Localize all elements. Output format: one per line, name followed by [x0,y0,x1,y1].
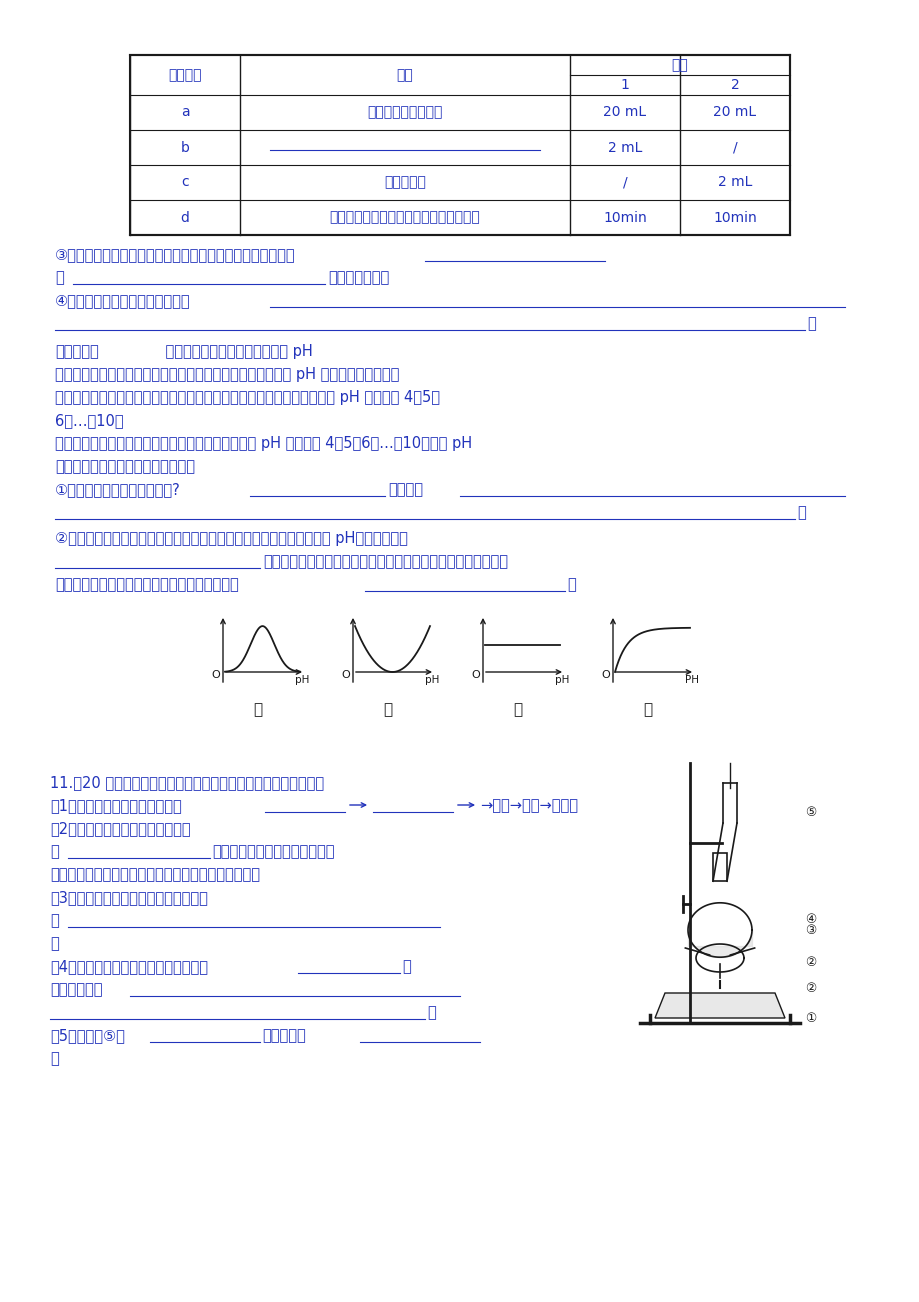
Text: 。: 。 [426,1005,436,1019]
Text: pH: pH [425,674,438,685]
Text: PH: PH [685,674,698,685]
Text: 10min: 10min [712,211,756,224]
Text: /: / [732,141,736,155]
Text: ③取两个烧杯，同时进行过滤。一定时间后，观察（或比较）: ③取两个烧杯，同时进行过滤。一定时间后，观察（或比较） [55,247,295,262]
Text: 1: 1 [620,78,629,92]
Text: 热，其原因是: 热，其原因是 [50,982,102,997]
Text: 请在下图中选择一个最可能是实验结果的曲线图: 请在下图中选择一个最可能是实验结果的曲线图 [55,577,239,592]
Text: 乙: 乙 [382,702,391,717]
Text: 。理由是: 。理由是 [388,482,423,497]
Text: O: O [211,671,221,680]
Text: 。: 。 [566,577,575,592]
Text: 在烧杯中加入苹果泥: 在烧杯中加入苹果泥 [367,105,442,120]
Text: ，并记录结果。: ，并记录结果。 [328,270,389,285]
Text: 丁: 丁 [642,702,652,717]
Text: 相等的果胶酶溶液和苹果泥相混合。: 相等的果胶酶溶液和苹果泥相混合。 [55,460,195,474]
Text: ⑤: ⑤ [804,806,815,819]
Text: 加: 加 [402,960,410,974]
Text: ④: ④ [804,913,815,926]
Text: ，同时还受到原料颗粒的大小、: ，同时还受到原料颗粒的大小、 [211,844,335,859]
Text: d: d [180,211,189,224]
Text: 2 mL: 2 mL [717,176,752,190]
Text: 20 mL: 20 mL [712,105,755,120]
Text: c: c [181,176,188,190]
Text: 。: 。 [796,505,805,519]
Text: ②: ② [804,957,815,970]
Text: （4）萃取过程应该避免明火加热，采用: （4）萃取过程应该避免明火加热，采用 [50,960,208,974]
Text: 。其作用是: 。其作用是 [262,1029,305,1043]
Bar [130,55,789,234]
Text: （2）胡萝卜素萃取的效率主要取决: （2）胡萝卜素萃取的效率主要取决 [50,822,190,836]
Text: a: a [180,105,189,120]
Text: ④最可能得到的实验结果及结论：: ④最可能得到的实验结果及结论： [55,293,190,309]
Text: b: b [180,141,189,155]
Bar [712,853,726,881]
Text: ，实验操作和记录是比较切实可行的。根据你对酶特性的了解，: ，实验操作和记录是比较切实可行的。根据你对酶特性的了解， [263,553,507,569]
Text: 2: 2 [730,78,739,92]
Text: 2 mL: 2 mL [607,141,641,155]
Text: 本课题实验步骤中，在进行果胶酶溶液和苹果泥的混合并调整 pH 时有下面两种操作：: 本课题实验步骤中，在进行果胶酶溶液和苹果泥的混合并调整 pH 时有下面两种操作： [55,367,399,381]
Text: ①请问上述哪一种操作更科学?: ①请问上述哪一种操作更科学? [55,482,180,497]
Text: 烧杯: 烧杯 [671,59,687,72]
Text: 于: 于 [50,844,59,859]
Text: （5）装置中⑤是: （5）装置中⑤是 [50,1029,125,1043]
Text: 操作顺序: 操作顺序 [168,68,201,82]
Text: 证: 证 [50,913,59,928]
Text: /: / [622,176,627,190]
Text: ②: ② [804,982,815,995]
Text: 11.（20 分）下图为胡萝卜素的提取装置示意图，回答有关问题：: 11.（20 分）下图为胡萝卜素的提取装置示意图，回答有关问题： [50,775,323,790]
Text: →萃取→过滤→浓缩。: →萃取→过滤→浓缩。 [480,798,577,812]
Text: O: O [341,671,350,680]
Text: 10min: 10min [603,211,646,224]
Text: ①: ① [804,1013,815,1026]
Text: 。: 。 [50,1051,59,1066]
Text: 项目: 项目 [396,68,413,82]
Text: 丙: 丙 [513,702,521,717]
Text: 。: 。 [806,316,815,331]
Text: 。: 。 [50,936,59,950]
Text: 探究果胶酶催化果胶水解的最适 pH: 探究果胶酶催化果胶水解的最适 pH [147,344,312,359]
Text: 方法一：将试管中的果胶酶溶液和烧杯中的苹果泥相混合，再把混合液的 pH 分别调至 4、5、: 方法一：将试管中的果胶酶溶液和烧杯中的苹果泥相混合，再把混合液的 pH 分别调至… [55,391,439,405]
Text: 【课题二】: 【课题二】 [55,344,98,359]
Text: O: O [601,671,609,680]
Text: 方法二：将试管中的果胶酶溶液和烧杯中的苹果泥的 pH 分别调至 4、5、6、…、10，再把 pH: 方法二：将试管中的果胶酶溶液和烧杯中的苹果泥的 pH 分别调至 4、5、6、…、… [55,436,471,450]
Text: 紧密程度、含水量、萃取的温度、时间等条件的影响。: 紧密程度、含水量、萃取的温度、时间等条件的影响。 [50,867,260,881]
Text: （1）提取胡萝卜素的实验流程是: （1）提取胡萝卜素的实验流程是 [50,798,182,812]
Text: O: O [471,671,480,680]
Text: （3）一般来说，要想萃取效果好，需保: （3）一般来说，要想萃取效果好，需保 [50,891,208,905]
Text: 在恒温水浴中保温，并用玻璃棒不时搅拌: 在恒温水浴中保温，并用玻璃棒不时搅拌 [329,211,480,224]
Text: 甲: 甲 [253,702,262,717]
Text: 和: 和 [55,270,63,285]
Text: ②如果用曲线图的方式记录实验结果，在现有的条件下，以横坐标表示 pH，纵坐标表示: ②如果用曲线图的方式记录实验结果，在现有的条件下，以横坐标表示 pH，纵坐标表示 [55,531,407,546]
Text: 注入蕋馏水: 注入蕋馏水 [383,176,425,190]
Text: 6、…、10。: 6、…、10。 [55,413,123,428]
Text: ③: ③ [804,923,815,936]
Text: pH: pH [294,674,309,685]
Text: pH: pH [554,674,569,685]
Polygon shape [654,993,784,1018]
Text: 20 mL: 20 mL [603,105,646,120]
